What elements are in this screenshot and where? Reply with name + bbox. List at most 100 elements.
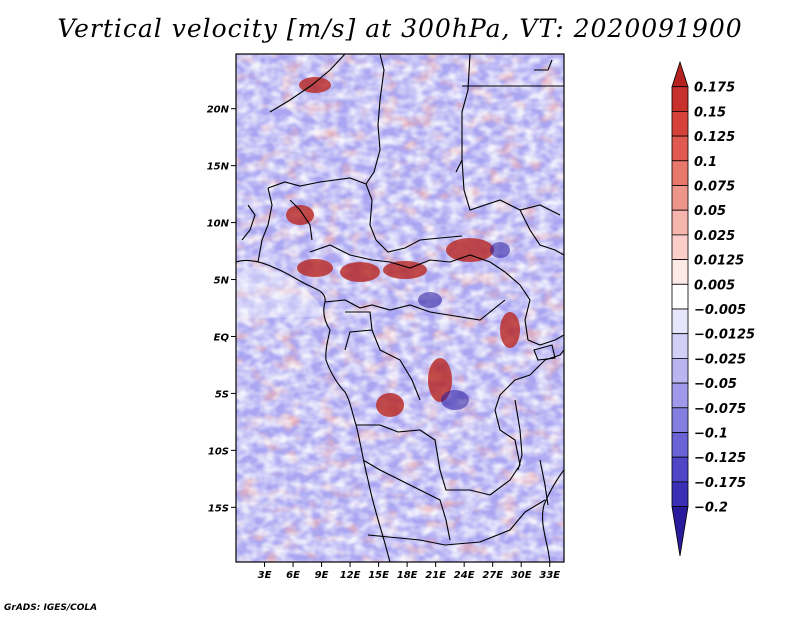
colorbar-label: −0.075 bbox=[694, 402, 746, 417]
colorbar-swatch bbox=[671, 456, 689, 483]
colorbar-swatch bbox=[671, 111, 689, 137]
border-algeria-niger bbox=[269, 54, 346, 113]
latitude-axis: 20N 15N 10N 5N EQ 5S 10S 15S bbox=[207, 105, 236, 514]
colorbar-label: −0.125 bbox=[694, 451, 746, 466]
colorbar-label: 0.005 bbox=[694, 278, 735, 293]
lat-tick-label: 15S bbox=[208, 503, 229, 514]
lat-tick-label: 20N bbox=[207, 105, 230, 116]
colorbar-swatch bbox=[671, 135, 689, 162]
lake-malawi bbox=[539, 459, 549, 506]
lon-tick-label: 18E bbox=[397, 570, 418, 581]
coastline-east bbox=[541, 469, 564, 562]
colorbar-label: −0.2 bbox=[694, 501, 728, 516]
lat-tick-label: 5S bbox=[215, 389, 229, 400]
border-egypt-libya bbox=[455, 54, 471, 173]
colorbar-label: −0.1 bbox=[694, 427, 728, 442]
updraft-core bbox=[376, 393, 404, 417]
downdraft-core bbox=[441, 390, 469, 410]
colorbar-label: 0.05 bbox=[694, 204, 726, 219]
border-ethiopia bbox=[519, 209, 564, 256]
border-angola-zambia bbox=[362, 459, 451, 541]
colorbar-swatch bbox=[671, 259, 689, 285]
chart-title: Vertical velocity [m/s] at 300hPa, VT: 2… bbox=[57, 14, 743, 43]
colorbar-label: −0.005 bbox=[694, 303, 746, 318]
colorbar-swatch bbox=[671, 357, 689, 384]
longitude-axis: 3E 6E 9E 12E 15E 18E 21E 24E 27E 30E 33E bbox=[258, 562, 560, 581]
lat-tick-label: 5N bbox=[214, 276, 230, 287]
border-chad-sudan bbox=[365, 183, 463, 253]
colorbar: 0.175 0.15 0.125 0.1 0.075 0.05 0.025 0.0125 0.0… bbox=[671, 60, 755, 557]
border-niger-nigeria bbox=[257, 187, 273, 263]
colorbar-label: −0.025 bbox=[694, 352, 746, 367]
border-sudan-north bbox=[461, 159, 561, 216]
colorbar-label: 0.075 bbox=[694, 180, 735, 195]
border-sinai bbox=[534, 59, 553, 71]
colorbar-swatch bbox=[671, 234, 689, 260]
colorbar-max-arrow bbox=[671, 60, 689, 88]
grads-credit: GrADS: IGES/COLA bbox=[4, 603, 98, 613]
border-namibia-botswana bbox=[367, 499, 546, 546]
lon-tick-label: 15E bbox=[368, 570, 389, 581]
colorbar-label: 0.15 bbox=[694, 105, 726, 120]
lake-victoria bbox=[533, 344, 556, 361]
colorbar-swatch bbox=[671, 481, 689, 507]
border-kenya-tanzania bbox=[529, 349, 564, 376]
colorbar-label: 0.0125 bbox=[694, 254, 744, 269]
border-angola-drc bbox=[356, 424, 491, 496]
colorbar-label: −0.05 bbox=[694, 377, 737, 392]
colorbar-label: −0.0125 bbox=[694, 328, 755, 343]
lon-tick-label: 30E bbox=[511, 570, 532, 581]
border-niger-chad bbox=[267, 177, 367, 189]
border-drc-tanzania bbox=[489, 374, 531, 496]
colorbar-label: 0.175 bbox=[694, 81, 735, 96]
colorbar-label: −0.175 bbox=[694, 476, 746, 491]
lon-tick-label: 27E bbox=[482, 570, 503, 581]
updraft-core bbox=[446, 238, 494, 262]
colorbar-swatch bbox=[671, 185, 689, 211]
lon-tick-label: 9E bbox=[315, 570, 329, 581]
lon-tick-label: 33E bbox=[539, 570, 560, 581]
gulf-of-guinea-shading bbox=[236, 266, 325, 320]
lat-tick-label: EQ bbox=[214, 332, 230, 343]
lat-tick-label: 15N bbox=[207, 162, 230, 173]
lake-tanganyika bbox=[514, 399, 523, 471]
lon-tick-label: 24E bbox=[454, 570, 475, 581]
country-borders bbox=[236, 54, 564, 562]
colorbar-label: 0.025 bbox=[694, 229, 735, 244]
colorbar-swatch bbox=[671, 333, 689, 359]
lon-tick-label: 3E bbox=[258, 570, 272, 581]
border-nigeria-east bbox=[289, 199, 313, 241]
updraft-core bbox=[500, 312, 520, 348]
lat-tick-label: 10S bbox=[208, 446, 229, 457]
colorbar-swatch bbox=[671, 86, 689, 112]
colorbar-label: 0.1 bbox=[694, 155, 717, 170]
coastline-west bbox=[236, 259, 391, 562]
updraft-core bbox=[286, 205, 314, 225]
downdraft-core bbox=[490, 242, 510, 258]
colorbar-swatch bbox=[671, 432, 689, 458]
colorbar-swatch bbox=[671, 160, 689, 186]
updraft-core bbox=[297, 259, 333, 277]
border-congo-north bbox=[324, 299, 506, 321]
border-libya-chad bbox=[365, 54, 385, 185]
colorbar-swatch bbox=[671, 209, 689, 236]
colorbar-swatch bbox=[671, 308, 689, 335]
colorbar-label: 0.125 bbox=[694, 130, 735, 145]
lon-tick-label: 12E bbox=[340, 570, 361, 581]
updraft-core bbox=[428, 358, 452, 402]
colorbar-min-arrow bbox=[671, 506, 689, 557]
lon-tick-label: 21E bbox=[425, 570, 446, 581]
map-frame bbox=[235, 53, 565, 563]
lat-tick-label: 10N bbox=[207, 219, 230, 230]
colorbar-swatch bbox=[671, 382, 689, 409]
border-drc-uganda bbox=[504, 271, 531, 341]
border-uganda-kenya bbox=[527, 334, 564, 346]
colorbar-swatch bbox=[671, 407, 689, 433]
downdraft-core bbox=[418, 292, 442, 308]
border-congo-drc bbox=[371, 329, 421, 401]
downdraft-cores bbox=[418, 242, 510, 410]
lon-tick-label: 6E bbox=[286, 570, 300, 581]
updraft-core bbox=[340, 262, 380, 282]
colorbar-swatch bbox=[671, 283, 689, 310]
